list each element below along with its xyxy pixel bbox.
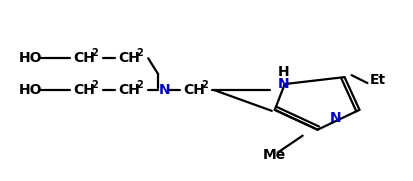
Text: CH: CH [74,51,95,65]
Text: CH: CH [183,83,205,97]
Text: Et: Et [370,73,386,87]
Text: 2: 2 [136,80,143,90]
Text: H: H [278,65,290,79]
Text: 2: 2 [91,80,98,90]
Text: HO: HO [19,83,42,97]
Text: N: N [330,111,341,125]
Text: 2: 2 [91,48,98,58]
Text: HO: HO [19,51,42,65]
Text: Me: Me [263,148,286,161]
Text: CH: CH [118,51,140,65]
Text: N: N [278,77,290,91]
Text: CH: CH [118,83,140,97]
Text: N: N [159,83,171,97]
Text: CH: CH [74,83,95,97]
Text: 2: 2 [136,48,143,58]
Text: 2: 2 [201,80,208,90]
